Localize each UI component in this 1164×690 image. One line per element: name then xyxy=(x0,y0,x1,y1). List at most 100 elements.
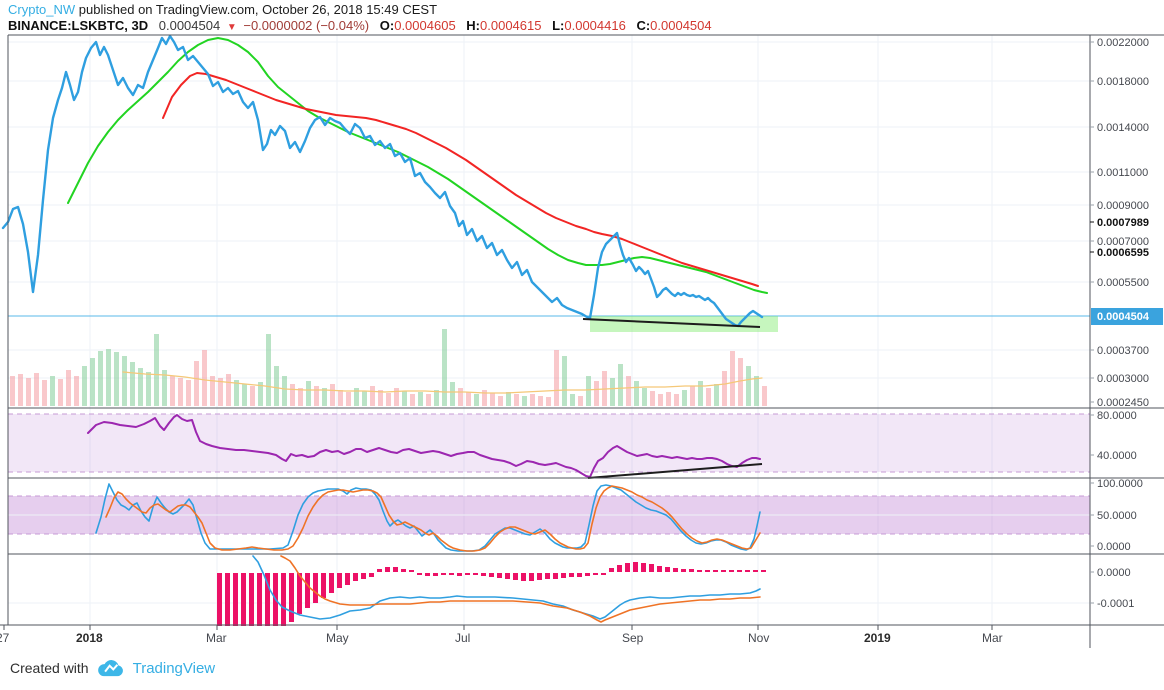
volume-bar xyxy=(626,376,631,406)
scale-tick-label: 0.0014000 xyxy=(1097,122,1149,134)
volume-bar xyxy=(322,388,327,406)
volume-bar xyxy=(530,394,535,406)
volume-bar xyxy=(338,390,343,406)
macd-hist-bar xyxy=(321,573,326,598)
macd-hist-bar xyxy=(249,573,254,626)
volume-bar xyxy=(98,351,103,406)
scale-tick-label: 0.0018000 xyxy=(1097,76,1149,88)
volume-bar xyxy=(466,392,471,406)
tradingview-logo-icon[interactable] xyxy=(96,658,126,678)
volume-bar xyxy=(738,358,743,406)
macd-hist-bar xyxy=(257,573,262,626)
time-tick-label: 2019 xyxy=(864,631,891,645)
published-text: published on TradingView.com, October 26… xyxy=(75,2,438,17)
volume-bar xyxy=(186,380,191,406)
symbol-title: BINANCE:LSKBTC, 3D xyxy=(8,18,149,33)
price-scale[interactable]: 0.0022000 0.0018000 0.0014000 0.0011000 0.00… xyxy=(1090,37,1163,610)
volume-bar xyxy=(234,380,239,406)
scale-tick-label: 0.0000 xyxy=(1097,541,1131,553)
volume-bar xyxy=(386,393,391,406)
scale-tick-label: 50.0000 xyxy=(1097,510,1137,522)
volume-bar xyxy=(218,378,223,406)
volume-bar xyxy=(762,386,767,406)
volume-bar xyxy=(458,388,463,406)
series-ma_green xyxy=(67,37,768,294)
volume-bar xyxy=(18,374,23,406)
volume-bar xyxy=(106,349,111,406)
time-tick-label: Sep xyxy=(622,631,644,645)
volume-bar xyxy=(650,391,655,406)
macd-hist-bar xyxy=(737,570,742,572)
time-tick-label: 2018 xyxy=(76,631,103,645)
volume-bar xyxy=(162,370,167,406)
volume-bar xyxy=(706,388,711,406)
volume-bar xyxy=(490,393,495,406)
current-price-label xyxy=(1091,308,1163,325)
macd-hist-bar xyxy=(457,573,462,576)
volume-bar xyxy=(698,381,703,406)
macd-hist-bar xyxy=(417,573,422,575)
macd-hist-bar xyxy=(441,573,446,575)
macd-hist-bar xyxy=(641,563,646,572)
volume-bar xyxy=(714,384,719,406)
scale-tick-label: 0.0000 xyxy=(1097,567,1131,579)
volume-bar xyxy=(546,397,551,406)
volume-bar xyxy=(90,358,95,406)
direction-arrow-icon: ▼ xyxy=(226,22,237,33)
macd-hist-bar xyxy=(513,573,518,580)
volume-bar xyxy=(242,384,247,406)
volume-bar xyxy=(314,386,319,406)
grid-vertical xyxy=(89,35,993,625)
volume-bar xyxy=(562,356,567,406)
macd-hist-bar xyxy=(233,573,238,626)
author-link[interactable]: Crypto_NW xyxy=(8,2,76,17)
series-ma_red xyxy=(162,72,759,287)
volume-bar xyxy=(34,373,39,406)
high-label: H: xyxy=(466,18,481,33)
macd-hist-bar xyxy=(281,573,286,626)
macd-hist-bar xyxy=(633,562,638,572)
volume-bar xyxy=(130,362,135,406)
macd-hist-bar xyxy=(425,573,430,576)
macd-hist-bar xyxy=(289,573,294,622)
created-with-text: Created with xyxy=(10,660,89,676)
volume-bar xyxy=(594,381,599,406)
macd-hist-bar xyxy=(401,569,406,572)
volume-bar xyxy=(170,376,175,406)
macd-hist-bar xyxy=(689,569,694,572)
footer-attribution: Created with TradingView xyxy=(10,658,215,678)
macd-hist-bar xyxy=(433,573,438,576)
series-volume_ma xyxy=(122,371,763,394)
scale-tick-label: 40.0000 xyxy=(1097,450,1137,462)
time-scale[interactable]: 27 2018 Mar May Jul Sep Nov 2019 Mar xyxy=(0,625,1003,645)
volume-bar xyxy=(434,390,439,406)
macd-hist-bar xyxy=(305,573,310,608)
pane-rsi xyxy=(8,413,1090,479)
tradingview-brand-link[interactable]: TradingView xyxy=(132,659,216,677)
volume-bar xyxy=(570,394,575,406)
header-byline: Crypto_NW published on TradingView.com, … xyxy=(8,2,437,17)
time-tick-label: 27 xyxy=(0,631,10,645)
volume-bar xyxy=(114,352,119,406)
macd-hist-bar xyxy=(449,573,454,575)
volume-bar xyxy=(586,376,591,406)
last-price: 0.0004504 xyxy=(158,18,221,33)
volume-bar xyxy=(634,381,639,406)
macd-hist-bar xyxy=(297,573,302,614)
volume-bar xyxy=(194,361,199,406)
series-macd_line xyxy=(252,555,761,620)
series-macd_signal xyxy=(280,555,761,623)
macd-hist-bar xyxy=(705,570,710,572)
low-value: 0.0004416 xyxy=(564,18,626,33)
volume-bar xyxy=(354,388,359,406)
macd-hist-bar xyxy=(241,573,246,626)
volume-bar xyxy=(178,378,183,406)
macd-hist-bar xyxy=(337,573,342,588)
open-value: 0.0004605 xyxy=(394,18,456,33)
macd-hist-bar xyxy=(265,573,270,626)
volume-bar xyxy=(394,388,399,406)
open-label: O: xyxy=(379,18,395,33)
volume-bar xyxy=(410,394,415,406)
